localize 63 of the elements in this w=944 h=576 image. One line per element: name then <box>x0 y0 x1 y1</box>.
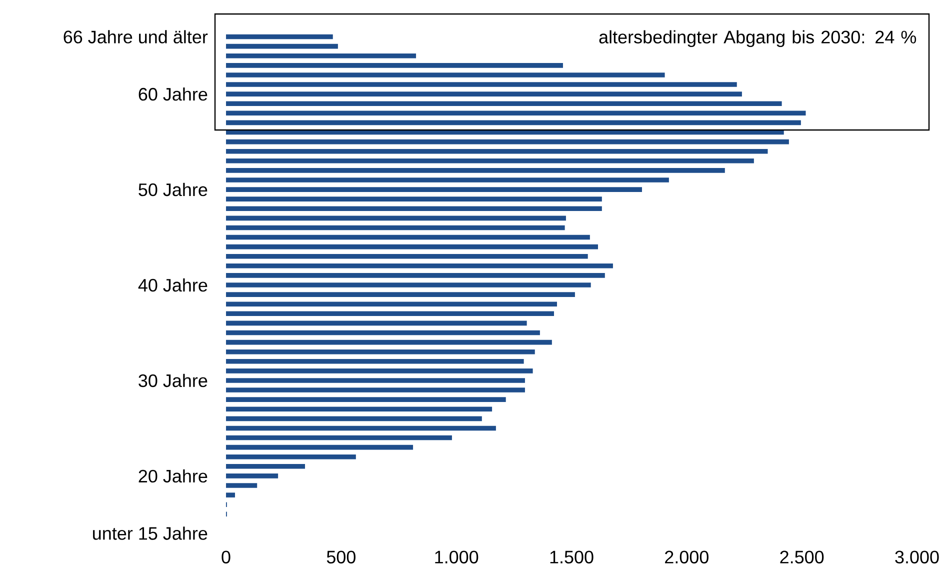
bar <box>226 378 525 383</box>
bar <box>226 139 789 144</box>
bar <box>226 426 496 431</box>
bar <box>226 120 801 126</box>
bar <box>226 368 533 374</box>
bar <box>226 244 598 250</box>
y-tick-label: 60 Jahre <box>138 87 208 101</box>
bar <box>226 44 338 49</box>
x-tick-label: 1.000 <box>435 550 478 564</box>
bar <box>226 158 754 164</box>
bar <box>226 63 563 68</box>
y-tick-label: 30 Jahre <box>138 374 208 388</box>
bar <box>226 254 588 259</box>
bar <box>226 101 782 106</box>
bar <box>226 349 535 354</box>
bar <box>226 82 737 87</box>
bar <box>226 483 258 488</box>
bar <box>226 196 602 202</box>
bar <box>226 72 665 78</box>
y-tick-label: 20 Jahre <box>138 469 208 483</box>
y-tick-label: 40 Jahre <box>138 278 208 292</box>
bar <box>226 264 613 268</box>
y-tick-label: 66 Jahre und älter <box>64 30 208 44</box>
bar <box>226 435 452 440</box>
bar <box>226 340 552 345</box>
bar <box>226 148 768 154</box>
bar <box>226 187 642 192</box>
y-tick-label: unter 15 Jahre <box>93 526 208 540</box>
bar <box>226 464 306 469</box>
x-tick-label: 1.500 <box>550 550 594 564</box>
x-tick-label: 500 <box>326 550 356 564</box>
bar <box>226 216 566 221</box>
bar <box>226 53 416 58</box>
bar <box>226 406 492 412</box>
bar <box>226 454 356 460</box>
bar <box>226 282 591 288</box>
x-tick-label: 2.500 <box>780 550 824 564</box>
bar <box>226 311 554 316</box>
bar <box>226 273 605 278</box>
bar <box>226 330 540 336</box>
bar <box>226 388 525 392</box>
x-tick-label: 0 <box>222 550 230 564</box>
bar <box>226 474 278 478</box>
bar <box>226 444 414 450</box>
bar <box>226 416 482 422</box>
annotation: altersbedingter Abgang bis 2030: 24 % <box>599 30 916 48</box>
bar <box>226 206 602 212</box>
bar <box>226 110 806 116</box>
x-tick-label: 3.000 <box>895 550 939 564</box>
bar <box>226 168 725 173</box>
x-tick-label: 2.000 <box>665 550 708 564</box>
y-tick-label: 50 Jahre <box>138 182 208 196</box>
bar <box>226 178 669 182</box>
bar <box>226 34 333 40</box>
bar <box>226 292 575 297</box>
bar <box>226 358 524 364</box>
bar <box>226 397 506 402</box>
bar <box>226 492 235 498</box>
bar <box>226 234 590 240</box>
bar <box>226 225 565 230</box>
bar <box>226 302 557 306</box>
bar <box>226 92 742 96</box>
bar <box>226 320 527 326</box>
